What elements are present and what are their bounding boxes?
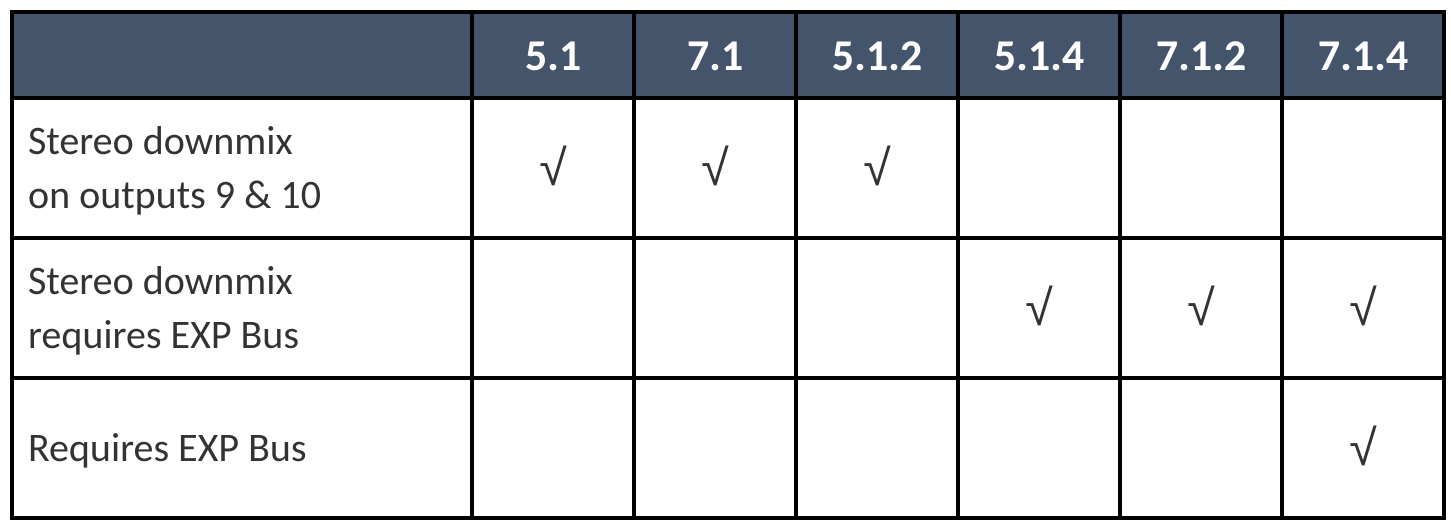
- cell: [634, 378, 796, 518]
- table-row: Stereo downmixrequires EXP Bus √ √ √: [12, 238, 1444, 378]
- row-label-stereo-downmix-9-10: Stereo downmixon outputs 9 & 10: [12, 98, 472, 238]
- col-header-7-1-2: 7.1.2: [1120, 12, 1282, 98]
- cell: [472, 238, 634, 378]
- col-header-blank: [12, 12, 472, 98]
- row-label-requires-exp: Requires EXP Bus: [12, 378, 472, 518]
- cell: √: [472, 98, 634, 238]
- table-header-row: 5.1 7.1 5.1.2 5.1.4 7.1.2 7.1.4: [12, 12, 1444, 98]
- col-header-5-1-4: 5.1.4: [958, 12, 1120, 98]
- table-row: Requires EXP Bus √: [12, 378, 1444, 518]
- table-row: Stereo downmixon outputs 9 & 10 √ √ √: [12, 98, 1444, 238]
- cell: [796, 238, 958, 378]
- cell: √: [1282, 238, 1444, 378]
- cell: [1282, 98, 1444, 238]
- surround-format-table: 5.1 7.1 5.1.2 5.1.4 7.1.2 7.1.4 Stereo d…: [10, 10, 1446, 520]
- cell: [634, 238, 796, 378]
- cell: [1120, 378, 1282, 518]
- cell: [796, 378, 958, 518]
- cell: [958, 378, 1120, 518]
- row-label-stereo-downmix-exp: Stereo downmixrequires EXP Bus: [12, 238, 472, 378]
- cell: √: [1282, 378, 1444, 518]
- cell: [958, 98, 1120, 238]
- cell: √: [634, 98, 796, 238]
- cell: √: [958, 238, 1120, 378]
- col-header-5-1: 5.1: [472, 12, 634, 98]
- cell: √: [796, 98, 958, 238]
- cell: [472, 378, 634, 518]
- cell: √: [1120, 238, 1282, 378]
- col-header-7-1-4: 7.1.4: [1282, 12, 1444, 98]
- col-header-5-1-2: 5.1.2: [796, 12, 958, 98]
- col-header-7-1: 7.1: [634, 12, 796, 98]
- cell: [1120, 98, 1282, 238]
